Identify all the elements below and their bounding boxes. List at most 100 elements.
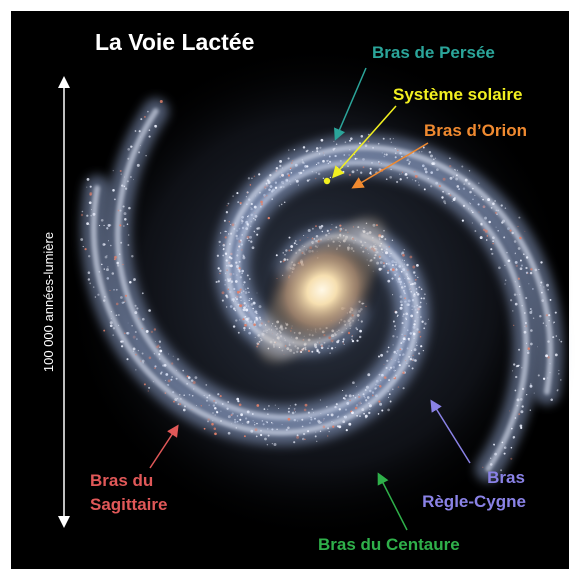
star [283,186,284,187]
label-line: Bras de Persée [372,43,495,62]
star [239,296,241,298]
star [224,220,226,222]
star [335,347,336,348]
star [517,398,520,401]
star [267,444,268,445]
star [110,321,113,324]
star [386,263,388,265]
star [491,253,493,255]
star [415,175,418,178]
star [386,360,388,362]
star [264,408,266,410]
star [272,423,273,424]
star [252,413,254,415]
star [281,204,283,206]
star [260,319,261,320]
star [192,409,193,410]
star [349,140,351,142]
star [370,173,372,175]
star [397,316,398,317]
star [381,163,382,164]
star [395,329,396,330]
star [251,178,253,180]
star [342,420,345,423]
star [538,374,540,376]
star [535,269,538,272]
star [288,174,290,176]
star [154,125,156,127]
star [400,300,403,303]
star [540,261,542,263]
scale-label: 100 000 années-lumière [41,232,56,372]
star [515,417,517,419]
star [506,252,507,253]
star [256,404,259,407]
galaxy-figure: La Voie Lactée 100 000 années-lumière Br… [0,0,580,580]
star [502,442,504,444]
star [290,169,291,170]
star [146,330,149,333]
star [408,338,410,340]
star [395,152,397,154]
star [142,353,144,355]
star [269,174,271,176]
star [218,280,220,282]
star [254,422,255,423]
star [547,340,549,342]
star [120,242,122,244]
star [91,209,92,210]
label-line: Sagittaire [90,495,167,514]
star [548,314,550,316]
star [331,347,333,349]
star [543,286,544,287]
star [308,412,310,414]
star [424,293,426,295]
star [204,395,205,396]
star [248,240,249,241]
star [400,342,402,344]
star [400,307,403,310]
star [518,365,519,366]
star [543,322,544,323]
star [349,174,351,176]
star [245,318,248,321]
star [237,201,239,203]
star [410,291,412,293]
star [392,335,394,337]
star [410,358,412,360]
star [419,306,421,308]
star [207,420,209,422]
star [465,179,468,182]
star [336,144,337,145]
star [378,143,380,145]
star [124,212,127,215]
star [433,158,435,160]
star [331,224,332,225]
star [368,412,370,414]
star [315,178,317,180]
star [251,207,252,208]
star [251,203,253,205]
star [468,183,470,185]
star [294,408,296,410]
star [555,353,558,356]
star [524,312,526,314]
star [435,158,436,159]
star [546,284,549,287]
star [312,408,314,410]
star [400,178,402,180]
star [226,231,227,232]
star [449,165,451,167]
star [352,381,355,384]
star [546,314,548,316]
star [227,401,229,403]
star [206,397,208,399]
star [118,314,120,316]
star [394,261,396,263]
star [526,325,527,326]
star [511,428,513,430]
star [316,150,318,152]
star [344,416,345,417]
star [276,429,277,430]
star [244,324,247,327]
